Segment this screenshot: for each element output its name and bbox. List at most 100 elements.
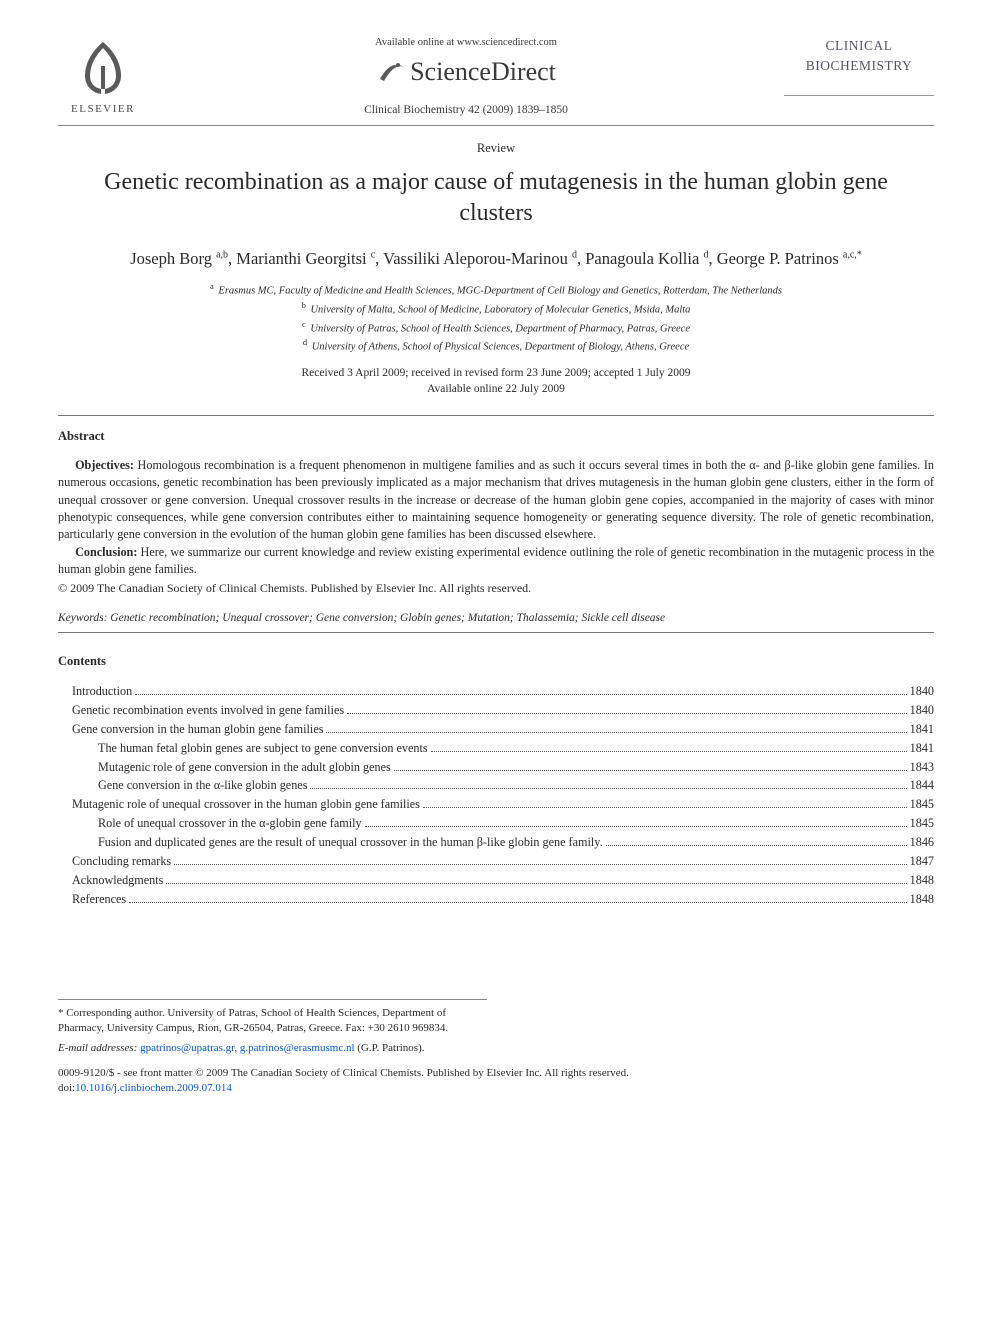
toc-page: 1847: [910, 852, 934, 871]
citation-line: Clinical Biochemistry 42 (2009) 1839–185…: [148, 103, 784, 119]
toc-page: 1841: [910, 739, 934, 758]
keywords-label: Keywords:: [58, 612, 107, 624]
table-of-contents: Introduction 1840 Genetic recombination ev…: [58, 682, 934, 909]
toc-title: Acknowledgments: [72, 871, 163, 890]
author-list: Joseph Borg a,b, Marianthi Georgitsi c, …: [98, 247, 894, 270]
toc-title: The human fetal globin genes are subject…: [98, 739, 428, 758]
toc-page: 1840: [910, 701, 934, 720]
keywords-line: Keywords: Genetic recombination; Unequal…: [58, 611, 934, 627]
sciencedirect-swoosh-icon: [376, 57, 406, 87]
toc-row[interactable]: Acknowledgments 1848: [58, 871, 934, 890]
journal-name-line2: BIOCHEMISTRY: [784, 56, 934, 76]
article-type: Review: [58, 140, 934, 157]
toc-row[interactable]: References 1848: [58, 890, 934, 909]
toc-page: 1845: [910, 814, 934, 833]
toc-row[interactable]: Introduction 1840: [58, 682, 934, 701]
toc-page: 1844: [910, 776, 934, 795]
toc-page: 1846: [910, 833, 934, 852]
available-online-text: Available online at www.sciencedirect.co…: [148, 36, 784, 50]
keywords-rule: [58, 632, 934, 633]
email-link-2[interactable]: g.patrinos@erasmusmc.nl: [240, 1042, 355, 1054]
conclusion-text: Here, we summarize our current knowledge…: [58, 545, 934, 576]
toc-title: Gene conversion in the α-like globin gen…: [98, 776, 307, 795]
affiliation-list: a Erasmus MC, Faculty of Medicine and He…: [58, 280, 934, 355]
toc-leader: [166, 883, 906, 884]
toc-page: 1841: [910, 720, 934, 739]
keywords-text: Genetic recombination; Unequal crossover…: [107, 612, 665, 624]
toc-title: Introduction: [72, 682, 132, 701]
page-header: ELSEVIER Available online at www.science…: [58, 36, 934, 119]
toc-title: Fusion and duplicated genes are the resu…: [98, 833, 603, 852]
dates-online: Available online 22 July 2009: [58, 381, 934, 397]
objectives-label: Objectives:: [75, 458, 134, 472]
platform-logo: ScienceDirect: [376, 54, 556, 89]
corresponding-author-footnote: * Corresponding author. University of Pa…: [58, 999, 487, 1037]
doi-label: doi:: [58, 1082, 75, 1094]
toc-title: Gene conversion in the human globin gene…: [72, 720, 323, 739]
affiliation: c University of Patras, School of Health…: [58, 318, 934, 337]
article-title: Genetic recombination as a major cause o…: [98, 167, 894, 229]
header-rule: [58, 125, 934, 126]
toc-title: Genetic recombination events involved in…: [72, 701, 344, 720]
toc-page: 1848: [910, 871, 934, 890]
header-center: Available online at www.sciencedirect.co…: [148, 36, 784, 119]
toc-row[interactable]: Genetic recombination events involved in…: [58, 701, 934, 720]
toc-leader: [431, 751, 907, 752]
abstract-top-rule: [58, 415, 934, 416]
toc-leader: [326, 732, 906, 733]
email-suffix: (G.P. Patrinos).: [355, 1042, 425, 1054]
publisher-logo-block: ELSEVIER: [58, 36, 148, 117]
toc-page: 1840: [910, 682, 934, 701]
doi-line: doi:10.1016/j.clinbiochem.2009.07.014: [58, 1081, 934, 1096]
abstract-objectives: Objectives: Homologous recombination is …: [58, 457, 934, 544]
dates-received: Received 3 April 2009; received in revis…: [58, 365, 934, 381]
toc-row[interactable]: Gene conversion in the α-like globin gen…: [58, 776, 934, 795]
abstract-heading: Abstract: [58, 428, 934, 445]
toc-row[interactable]: Fusion and duplicated genes are the resu…: [58, 833, 934, 852]
affiliation: b University of Malta, School of Medicin…: [58, 299, 934, 318]
affiliation: a Erasmus MC, Faculty of Medicine and He…: [58, 280, 934, 299]
toc-leader: [365, 826, 907, 827]
toc-page: 1848: [910, 890, 934, 909]
email-link-1[interactable]: gpatrinos@upatras.gr: [140, 1042, 234, 1054]
toc-title: Mutagenic role of gene conversion in the…: [98, 758, 391, 777]
toc-leader: [606, 845, 907, 846]
front-matter-line: 0009-9120/$ - see front matter © 2009 Th…: [58, 1066, 934, 1081]
toc-row[interactable]: Role of unequal crossover in the α-globi…: [58, 814, 934, 833]
toc-leader: [310, 788, 906, 789]
toc-leader: [135, 694, 906, 695]
publisher-name: ELSEVIER: [71, 102, 135, 117]
toc-title: Mutagenic role of unequal crossover in t…: [72, 795, 420, 814]
abstract-body: Objectives: Homologous recombination is …: [58, 457, 934, 578]
toc-page: 1843: [910, 758, 934, 777]
abstract-copyright: © 2009 The Canadian Society of Clinical …: [58, 580, 934, 596]
corr-label: * Corresponding author.: [58, 1007, 167, 1019]
footer-metadata: 0009-9120/$ - see front matter © 2009 Th…: [58, 1066, 934, 1097]
contents-heading: Contents: [58, 653, 934, 670]
conclusion-label: Conclusion:: [75, 545, 137, 559]
toc-row[interactable]: Gene conversion in the human globin gene…: [58, 720, 934, 739]
journal-title-block: CLINICAL BIOCHEMISTRY: [784, 36, 934, 96]
toc-leader: [174, 864, 906, 865]
affiliation: d University of Athens, School of Physic…: [58, 336, 934, 355]
toc-leader: [394, 770, 907, 771]
abstract-conclusion: Conclusion: Here, we summarize our curre…: [58, 544, 934, 579]
objectives-text: Homologous recombination is a frequent p…: [58, 458, 934, 541]
toc-leader: [423, 807, 907, 808]
toc-leader: [129, 902, 906, 903]
email-label: E-mail addresses:: [58, 1042, 137, 1054]
journal-name-line1: CLINICAL: [784, 36, 934, 56]
elsevier-tree-icon: [71, 36, 135, 100]
article-dates: Received 3 April 2009; received in revis…: [58, 365, 934, 397]
toc-row[interactable]: Mutagenic role of unequal crossover in t…: [58, 795, 934, 814]
toc-title: Role of unequal crossover in the α-globi…: [98, 814, 362, 833]
toc-title: References: [72, 890, 126, 909]
toc-page: 1845: [910, 795, 934, 814]
toc-row[interactable]: Mutagenic role of gene conversion in the…: [58, 758, 934, 777]
email-footnote: E-mail addresses: gpatrinos@upatras.gr, …: [58, 1041, 934, 1056]
toc-row[interactable]: Concluding remarks 1847: [58, 852, 934, 871]
toc-leader: [347, 713, 907, 714]
toc-title: Concluding remarks: [72, 852, 171, 871]
doi-link[interactable]: 10.1016/j.clinbiochem.2009.07.014: [75, 1082, 232, 1094]
toc-row[interactable]: The human fetal globin genes are subject…: [58, 739, 934, 758]
